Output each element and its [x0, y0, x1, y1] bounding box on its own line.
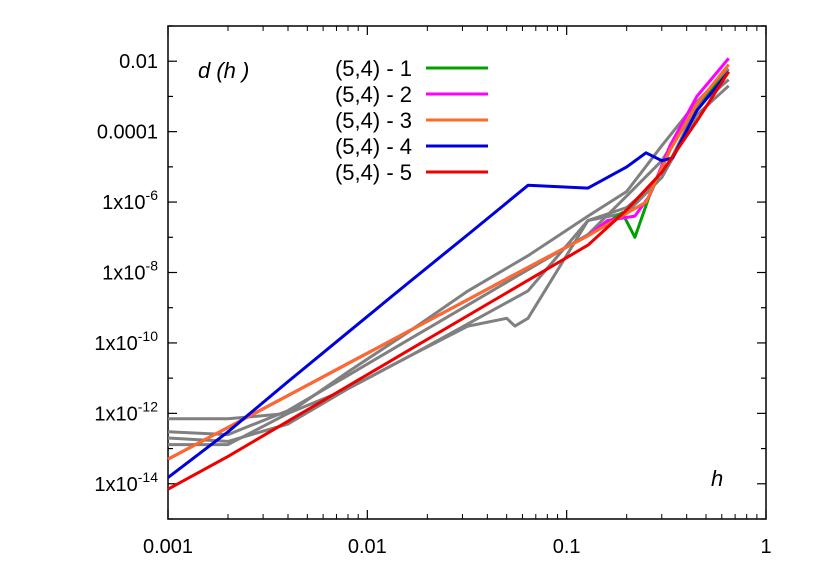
- y-tick-label: 1x10-6: [102, 187, 158, 214]
- y-tick-labels: 1x10-14 1x10-12 1x10-10 1x10-8 1x10-6 0.0001 0…: [94, 51, 158, 496]
- main-series: [167, 57, 730, 491]
- series-line-3: [167, 63, 730, 461]
- x-tick-label: 0.01: [348, 536, 387, 558]
- y-axis-label: d (h ): [198, 58, 249, 83]
- y-tick-label: 1x10-8: [102, 258, 158, 285]
- y-tick-label: 0.0001: [97, 122, 158, 144]
- x-tick-labels: 0.001 0.01 0.1 1: [143, 536, 772, 558]
- legend-label-3: (5,4) - 3: [335, 108, 412, 133]
- legend-label-4: (5,4) - 4: [335, 134, 412, 159]
- y-tick-label: 1x10-12: [94, 398, 158, 425]
- x-tick-label: 0.1: [553, 536, 581, 558]
- x-axis-label: h: [711, 466, 723, 491]
- legend-label-2: (5,4) - 2: [335, 82, 412, 107]
- legend: (5,4) - 1(5,4) - 2(5,4) - 3(5,4) - 4(5,4…: [335, 56, 488, 185]
- axis-ticks: [167, 25, 767, 520]
- background-series-line: [167, 70, 730, 437]
- plot-frame: [167, 25, 767, 520]
- background-series: [167, 67, 730, 447]
- legend-label-1: (5,4) - 1: [335, 56, 412, 81]
- y-tick-label: 1x10-10: [94, 328, 158, 355]
- y-tick-label: 1x10-14: [94, 469, 158, 496]
- background-series-line: [167, 84, 730, 443]
- background-series-line: [168, 67, 730, 447]
- y-tick-label: 0.01: [119, 51, 158, 73]
- x-tick-label: 1: [760, 536, 771, 558]
- legend-label-5: (5,4) - 5: [335, 160, 412, 185]
- series-line-1: [167, 70, 730, 461]
- series-line-5: [167, 70, 730, 491]
- x-tick-label: 0.001: [143, 536, 193, 558]
